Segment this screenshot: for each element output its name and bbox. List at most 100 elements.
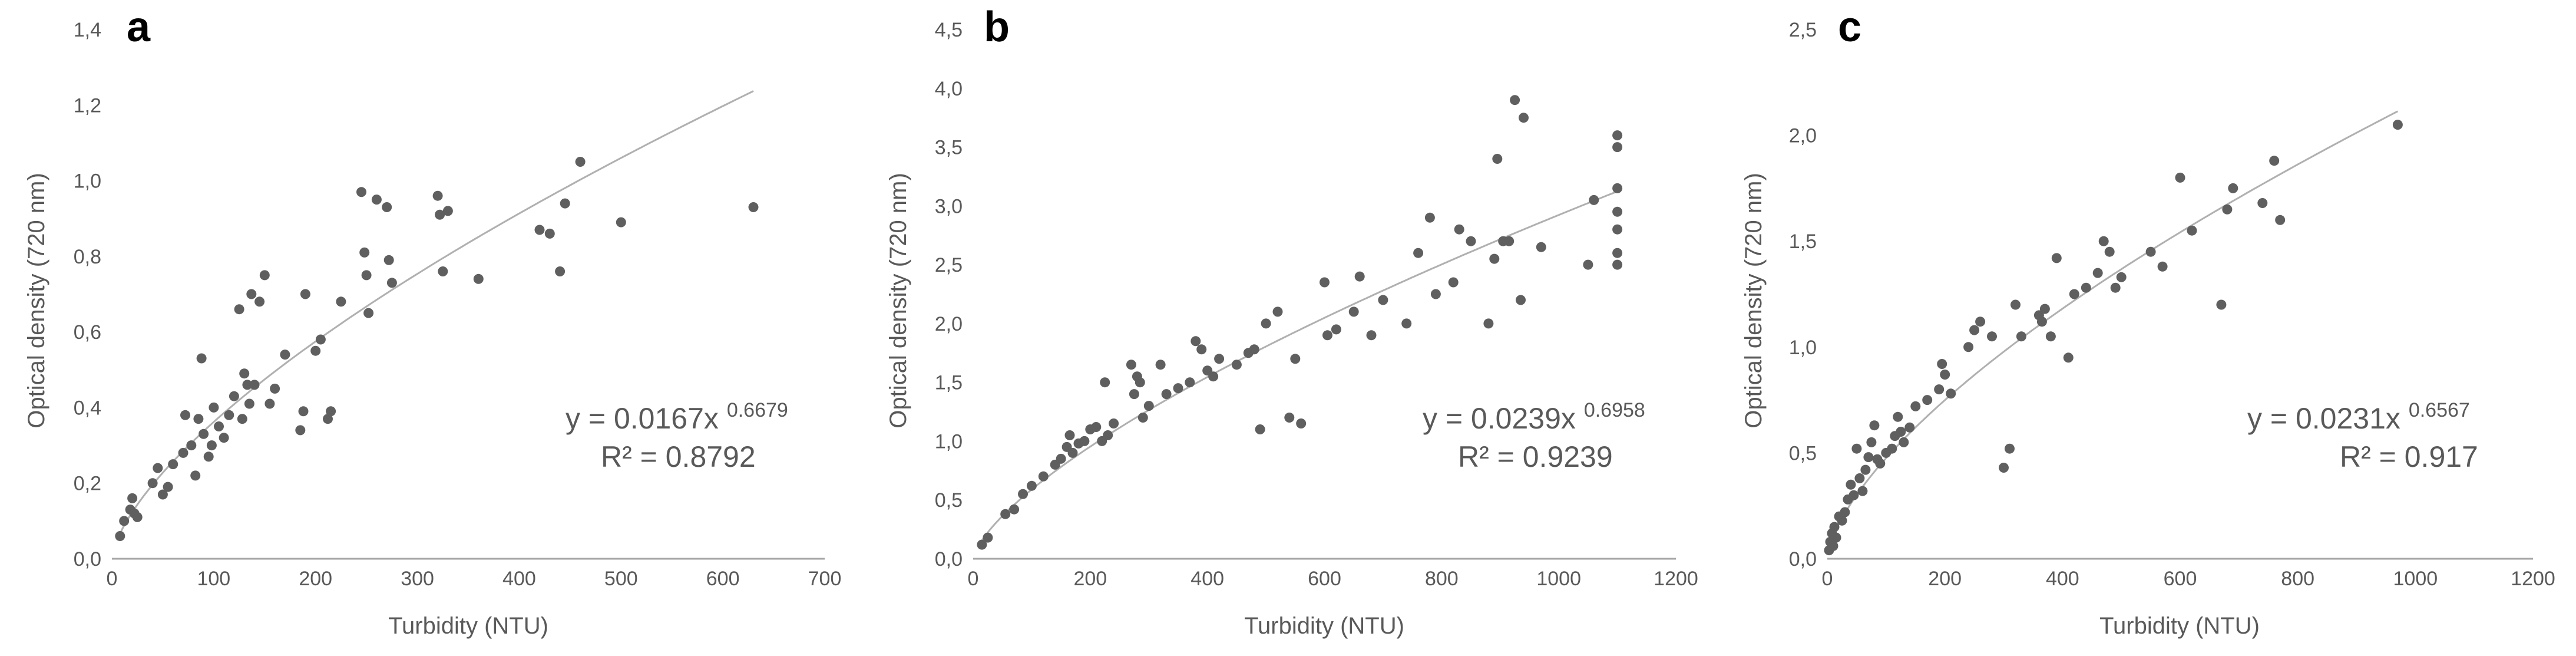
data-point-a	[300, 289, 310, 299]
data-point-b	[1018, 489, 1028, 499]
equation-c-exponent: 0.6567	[2409, 399, 2470, 421]
data-point-a	[438, 266, 448, 276]
data-point-a	[432, 190, 443, 201]
data-point-c	[1829, 522, 1840, 532]
data-point-b	[1466, 236, 1476, 246]
data-point-b	[1191, 336, 1201, 347]
data-point-b	[1454, 224, 1464, 235]
data-point-b	[1079, 436, 1090, 446]
data-point-a	[199, 428, 209, 439]
y-tick-label-b: 2,0	[935, 313, 963, 335]
data-point-b	[1155, 360, 1166, 370]
data-point-b	[1348, 306, 1359, 317]
data-point-a	[244, 398, 254, 409]
data-point-c	[1934, 384, 1945, 395]
data-point-a	[575, 157, 586, 167]
data-point-a	[242, 380, 253, 390]
data-point-a	[371, 195, 382, 205]
data-point-b	[1519, 113, 1529, 123]
data-point-c	[2010, 299, 2021, 310]
y-tick-label-b: 3,0	[935, 195, 963, 217]
data-point-b	[1583, 259, 1593, 270]
chart-panel-b: b 0,0 0,5 1,0 1,5 2,0 2,5 3,0 3,5 4,0 4,5 0 200 400…	[885, 4, 1698, 639]
y-tick-label-c: 2,0	[1789, 125, 1817, 147]
data-point-b	[1290, 354, 1301, 364]
panel-label-c: c	[1838, 4, 1861, 51]
data-points-a	[115, 157, 759, 541]
y-tick-label-c: 1,5	[1789, 230, 1817, 253]
data-point-c	[1837, 515, 1847, 526]
data-point-b	[1056, 453, 1066, 464]
x-tick-labels-b: 0 200 400 600 800 1000 1200	[968, 568, 1698, 590]
data-point-a	[323, 414, 333, 424]
y-tick-label-b: 4,0	[935, 78, 963, 100]
data-point-a	[249, 380, 260, 390]
data-point-a	[359, 247, 370, 258]
data-point-b	[983, 532, 993, 543]
data-point-b	[1504, 236, 1514, 246]
data-point-b	[1249, 344, 1259, 355]
data-point-a	[315, 334, 326, 345]
data-point-a	[544, 228, 555, 239]
x-tick-label-a: 600	[706, 568, 740, 590]
data-point-a	[326, 406, 336, 417]
data-point-c	[1831, 532, 1841, 543]
data-point-b	[1430, 289, 1441, 299]
x-tick-label-b: 400	[1191, 568, 1224, 590]
equation-b-text: y = 0.0239x	[1423, 402, 1576, 435]
data-point-c	[1828, 540, 1838, 551]
y-tick-label-a: 1,0	[74, 170, 101, 193]
data-point-c	[2145, 246, 2156, 257]
x-tick-label-b: 200	[1073, 568, 1107, 590]
chart-panel-c: c 0,0 0,5 1,0 1,5 2,0 2,5 0 200 400 600 800 1000 12…	[1741, 4, 2555, 639]
data-point-c	[2098, 236, 2109, 246]
y-axis-title-c: Optical density (720 nm)	[1741, 173, 1767, 428]
data-point-b	[1064, 430, 1075, 440]
data-point-b	[1510, 95, 1520, 106]
data-point-a	[119, 516, 130, 526]
data-point-a	[356, 187, 366, 197]
equation-a-exponent: 0.6679	[727, 399, 788, 421]
x-axis-title-a: Turbidity (NTU)	[388, 613, 548, 639]
data-point-c	[2051, 253, 2062, 263]
data-point-a	[616, 217, 626, 228]
data-point-b	[1038, 471, 1049, 482]
x-tick-label-a: 300	[401, 568, 434, 590]
data-point-b	[1612, 248, 1623, 258]
data-point-a	[163, 482, 173, 492]
y-tick-label-b: 1,0	[935, 430, 963, 453]
data-point-c	[2081, 282, 2091, 293]
data-point-a	[298, 406, 309, 417]
data-point-a	[209, 402, 219, 413]
data-point-a	[127, 493, 138, 503]
r-squared-b: R² = 0.9239	[1458, 440, 1613, 473]
data-point-b	[1612, 130, 1623, 141]
data-point-c	[1969, 325, 1980, 335]
data-point-c	[1854, 473, 1865, 483]
data-point-c	[2187, 225, 2197, 236]
data-point-a	[190, 470, 201, 481]
data-point-c	[1851, 443, 1862, 454]
data-point-a	[206, 440, 217, 451]
data-point-a	[280, 350, 290, 360]
y-tick-label-b: 1,5	[935, 372, 963, 394]
y-tick-labels-a: 0,0 0,2 0,4 0,6 0,8 1,0 1,2 1,4	[74, 19, 101, 571]
data-point-a	[157, 489, 168, 500]
data-point-c	[1899, 437, 1909, 447]
data-point-b	[1100, 377, 1110, 388]
x-tick-label-a: 200	[299, 568, 332, 590]
data-point-c	[1887, 443, 1897, 454]
data-point-c	[1869, 420, 1880, 431]
data-point-a	[534, 225, 545, 235]
data-point-b	[1109, 418, 1119, 428]
data-point-b	[1296, 418, 1307, 428]
data-point-b	[1320, 277, 1330, 288]
chart-panel-a: a 0,0 0,2 0,4 0,6 0,8 1,0 1,2 1,4 0 100 200 300 400…	[24, 4, 841, 639]
data-point-a	[239, 368, 250, 379]
y-tick-label-a: 0,6	[74, 321, 101, 344]
x-axis-title-c: Turbidity (NTU)	[2099, 613, 2260, 639]
data-point-b	[1589, 195, 1599, 205]
data-point-b	[1489, 253, 1500, 264]
data-point-c	[2269, 156, 2280, 166]
